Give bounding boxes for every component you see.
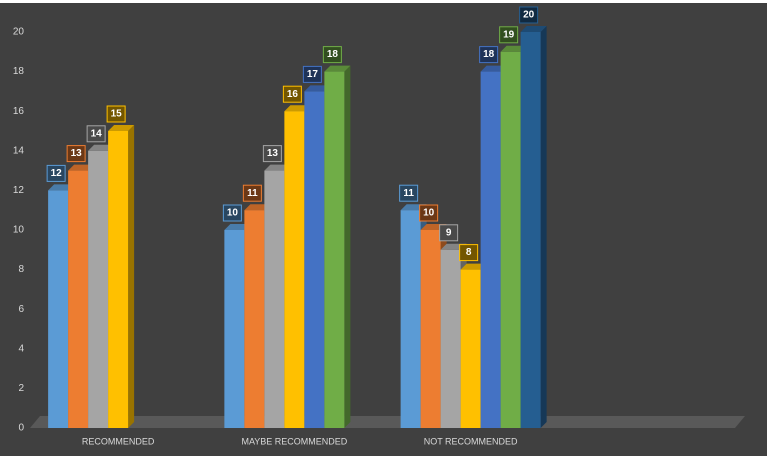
bar-top xyxy=(460,263,487,270)
data-label: 19 xyxy=(503,29,515,40)
data-label: 18 xyxy=(327,49,339,60)
y-tick-label: 12 xyxy=(13,185,25,196)
bar xyxy=(224,230,245,428)
y-tick-label: 2 xyxy=(18,383,24,394)
bar-top xyxy=(264,164,291,171)
bar-top xyxy=(500,45,527,52)
x-tick-label: NOT RECOMMENDED xyxy=(424,436,518,446)
bar-top xyxy=(304,85,331,92)
y-tick-label: 16 xyxy=(13,106,25,117)
data-label-box xyxy=(222,204,242,222)
bar-top xyxy=(88,144,115,151)
y-tick-label: 6 xyxy=(18,304,24,315)
x-tick-label: RECOMMENDED xyxy=(82,436,155,446)
data-label: 9 xyxy=(446,227,452,238)
bar-side xyxy=(128,125,135,428)
data-label-box xyxy=(66,145,86,163)
bar-top xyxy=(284,105,311,112)
data-label-box xyxy=(419,204,439,222)
x-tick-label: MAYBE RECOMMENDED xyxy=(241,436,347,446)
data-label-box xyxy=(399,184,419,202)
data-label: 8 xyxy=(466,247,472,258)
data-label: 16 xyxy=(287,89,299,100)
y-tick-label: 8 xyxy=(18,264,24,275)
data-label-box xyxy=(242,184,262,202)
data-label: 17 xyxy=(307,69,319,80)
bar-side xyxy=(540,26,547,428)
data-label: 13 xyxy=(267,148,279,159)
bar xyxy=(304,91,325,429)
bar xyxy=(440,249,461,428)
data-label-box xyxy=(262,145,282,163)
bar-side xyxy=(344,65,351,428)
data-label-box xyxy=(479,46,499,64)
y-tick-label: 20 xyxy=(13,27,25,38)
data-label-box xyxy=(302,65,322,83)
bar-top xyxy=(108,125,135,131)
bar xyxy=(68,170,89,428)
data-label: 11 xyxy=(247,188,258,199)
bar-top xyxy=(520,26,547,32)
data-label-box xyxy=(459,244,479,262)
data-label: 13 xyxy=(71,148,83,159)
floor xyxy=(30,416,745,428)
bar xyxy=(420,230,441,428)
data-label-box xyxy=(519,6,539,24)
data-label-box xyxy=(86,125,106,143)
bar-top xyxy=(480,65,507,72)
y-tick-label: 14 xyxy=(13,145,25,156)
bar xyxy=(108,131,129,428)
data-label: 20 xyxy=(523,10,535,21)
bar-top xyxy=(244,204,271,211)
bar-top xyxy=(224,224,251,230)
bar xyxy=(244,210,265,428)
bar xyxy=(460,269,481,428)
data-label: 18 xyxy=(483,49,495,60)
y-tick-label: 0 xyxy=(18,423,24,434)
bar xyxy=(48,190,69,428)
bar-top xyxy=(48,184,75,191)
data-label-box xyxy=(282,85,302,103)
bar xyxy=(324,71,345,428)
bar xyxy=(480,71,501,428)
data-label: 10 xyxy=(423,208,435,219)
y-tick-label: 18 xyxy=(13,66,25,77)
data-label: 12 xyxy=(51,168,63,179)
bar-top xyxy=(68,164,95,171)
data-label: 10 xyxy=(227,208,239,219)
data-label-box xyxy=(322,46,342,64)
bar xyxy=(400,210,421,428)
data-label: 14 xyxy=(91,128,103,139)
bar xyxy=(264,170,285,428)
y-tick-label: 4 xyxy=(18,343,24,354)
top-border xyxy=(0,0,767,3)
data-label: 11 xyxy=(403,188,414,199)
y-tick-label: 10 xyxy=(13,225,25,236)
data-label-box xyxy=(106,105,126,123)
bar-top xyxy=(324,65,351,72)
data-label-box xyxy=(499,26,519,44)
data-label-box xyxy=(46,164,66,182)
data-label: 15 xyxy=(111,109,123,120)
bar xyxy=(284,111,305,428)
bar xyxy=(88,150,109,429)
bar xyxy=(500,51,521,429)
data-label-box xyxy=(439,224,459,242)
bar xyxy=(520,32,541,428)
